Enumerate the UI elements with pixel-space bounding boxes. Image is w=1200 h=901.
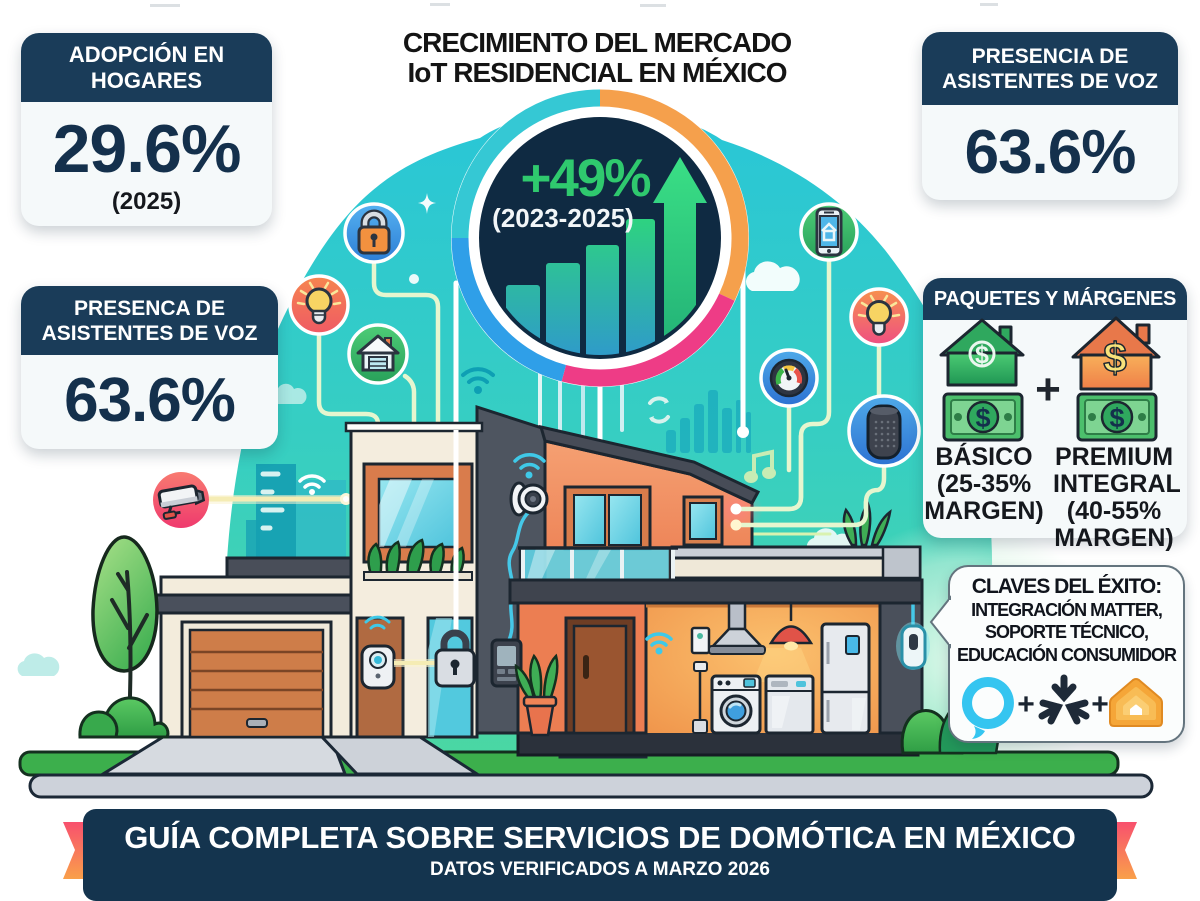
svg-text:+: +	[1017, 688, 1035, 721]
svg-text:$: $	[975, 341, 989, 369]
svg-text:+: +	[1035, 365, 1061, 414]
svg-text:$: $	[975, 403, 990, 433]
svg-text:+: +	[1091, 688, 1109, 721]
svg-text:$: $	[1103, 334, 1126, 381]
svg-text:+49%: +49%	[520, 149, 650, 208]
svg-text:$: $	[1109, 403, 1124, 433]
svg-text:(2023-2025): (2023-2025)	[492, 203, 634, 233]
